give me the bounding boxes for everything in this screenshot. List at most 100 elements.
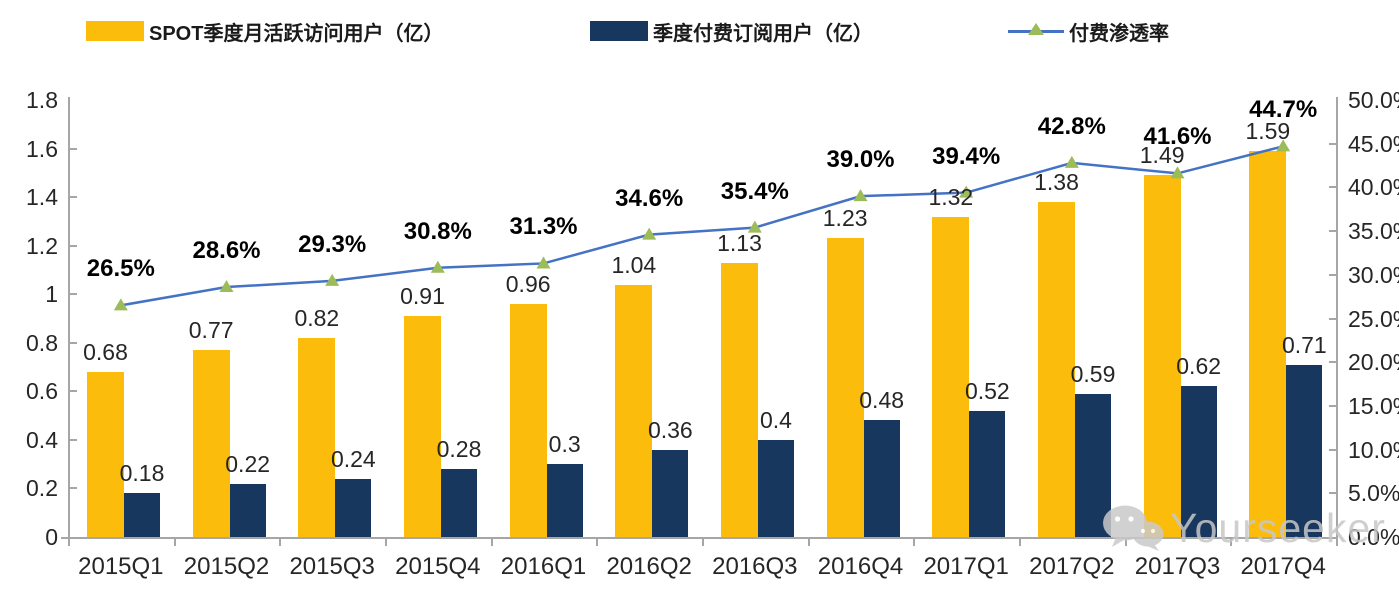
pct-label: 42.8%	[1037, 112, 1106, 140]
bar-subscribers	[1075, 393, 1111, 537]
pct-label: 29.3%	[298, 230, 367, 258]
y-axis-tick-left	[70, 341, 77, 344]
pct-label: 26.5%	[86, 255, 155, 283]
bar-label-subscribers: 0.48	[859, 387, 905, 414]
x-axis-tick	[1019, 539, 1021, 546]
bar-label-subscribers: 0.28	[436, 436, 482, 463]
pct-label: 44.7%	[1249, 96, 1318, 124]
y-axis-tick-right	[1329, 230, 1336, 233]
y-axis-right	[1336, 97, 1338, 543]
line-marker	[959, 185, 974, 198]
x-axis-tick	[173, 539, 176, 546]
x-axis-tick	[1230, 539, 1233, 546]
pct-label: 31.3%	[509, 213, 578, 241]
y-axis-tick-label-left: 0.4	[26, 426, 58, 453]
pct-label: 28.6%	[192, 237, 261, 265]
x-axis-label: 2016Q4	[817, 553, 904, 580]
bar-mau	[1143, 175, 1181, 537]
y-axis-tick-label-right: 5.0%	[1348, 480, 1399, 507]
bar-subscribers	[969, 410, 1006, 537]
bar-subscribers	[441, 469, 477, 537]
y-axis-tick-label-right: 45.0%	[1348, 130, 1399, 157]
bar-label-mau: 1.04	[611, 251, 657, 278]
bar-mau	[932, 216, 970, 537]
bar-mau	[721, 262, 758, 537]
y-axis-tick-label-right: 30.0%	[1348, 261, 1399, 288]
y-axis-tick-right	[1329, 142, 1336, 145]
bar-label-mau: 0.77	[188, 317, 234, 344]
line-marker	[430, 260, 445, 273]
penetration-line	[113, 139, 1291, 311]
y-axis-tick-label-left: 1	[45, 281, 58, 308]
bar-mau	[192, 350, 230, 537]
x-axis-tick	[596, 539, 599, 546]
line-marker	[747, 220, 762, 233]
y-axis-tick-label-right: 10.0%	[1348, 436, 1399, 463]
bar-label-mau: 1.32	[928, 183, 974, 210]
bar-label-mau: 0.82	[294, 304, 340, 331]
x-axis-label: 2017Q3	[1134, 553, 1221, 580]
pct-label: 30.8%	[403, 217, 472, 245]
pct-label: 39.0%	[826, 146, 895, 174]
bar-label-mau: 1.49	[1139, 142, 1185, 169]
y-axis-tick-label-left: 0.6	[26, 378, 58, 405]
y-axis-tick-label-left: 1.6	[26, 135, 58, 162]
x-axis-tick	[1336, 539, 1338, 546]
y-axis-tick-right	[1329, 492, 1336, 495]
line-marker	[642, 227, 657, 240]
y-axis-tick-label-right: 35.0%	[1348, 218, 1399, 245]
y-axis-tick-right	[1329, 273, 1336, 276]
bar-label-subscribers: 0.22	[225, 450, 271, 477]
legend-item-subscribers: 季度付费订阅用户（亿）	[590, 19, 873, 45]
watermark-text: Yourseeker	[1170, 504, 1386, 551]
pct-label: 39.4%	[932, 142, 1001, 170]
bar-mau	[1038, 201, 1075, 537]
bar-label-subscribers: 0.18	[119, 460, 165, 487]
pct-label: 34.6%	[615, 184, 684, 212]
x-axis-tick	[702, 539, 704, 546]
bar-label-mau: 1.59	[1245, 117, 1291, 144]
bar-label-mau: 1.38	[1034, 168, 1079, 195]
legend-label-mau: SPOT季度月活跃访问用户（亿）	[149, 22, 444, 45]
x-axis-tick	[913, 539, 916, 546]
y-axis-tick-left	[70, 244, 77, 247]
bar-label-mau: 0.91	[400, 283, 445, 310]
x-axis-label: 2016Q1	[500, 553, 587, 580]
y-axis-tick-left	[70, 196, 77, 199]
x-axis	[61, 537, 1338, 539]
bar-subscribers	[758, 439, 794, 537]
line-marker	[853, 189, 868, 202]
watermark: Yourseeker	[1102, 504, 1386, 552]
y-axis-tick-label-right: 50.0%	[1348, 87, 1399, 113]
legend-swatch-subscribers	[590, 21, 648, 41]
legend-label-penetration: 付费渗透率	[1069, 22, 1169, 45]
bar-label-subscribers: 0.3	[548, 431, 581, 458]
bar-mau	[615, 284, 653, 537]
x-axis-tick	[1124, 539, 1127, 546]
legend-label-subscribers: 季度付费订阅用户（亿）	[653, 22, 873, 45]
bar-mau	[298, 337, 336, 537]
y-axis-tick-left	[70, 438, 77, 441]
bar-subscribers	[124, 493, 160, 537]
bar-label-mau: 0.68	[83, 338, 128, 365]
bar-label-mau: 1.23	[822, 205, 868, 232]
line-marker	[1276, 139, 1291, 152]
bar-label-subscribers: 0.36	[647, 416, 693, 443]
bar-subscribers	[652, 449, 689, 537]
bar-subscribers	[863, 420, 900, 537]
x-axis-tick	[68, 539, 70, 546]
x-axis-tick	[385, 539, 387, 546]
line-marker	[219, 280, 234, 293]
x-axis-label: 2016Q3	[712, 553, 798, 580]
y-axis-tick-label-right: 40.0%	[1348, 174, 1399, 201]
bar-subscribers	[229, 483, 266, 537]
x-axis-label: 2017Q1	[923, 553, 1009, 580]
x-axis-label: 2015Q4	[395, 553, 481, 580]
bar-subscribers	[546, 464, 583, 537]
x-axis-tick	[807, 539, 810, 546]
bar-subscribers	[335, 478, 372, 537]
y-axis-tick-right	[1329, 317, 1336, 320]
y-axis-tick-right	[1329, 186, 1336, 189]
bar-label-subscribers: 0.4	[760, 406, 792, 433]
y-axis-tick-label-left: 1.8	[26, 87, 58, 113]
